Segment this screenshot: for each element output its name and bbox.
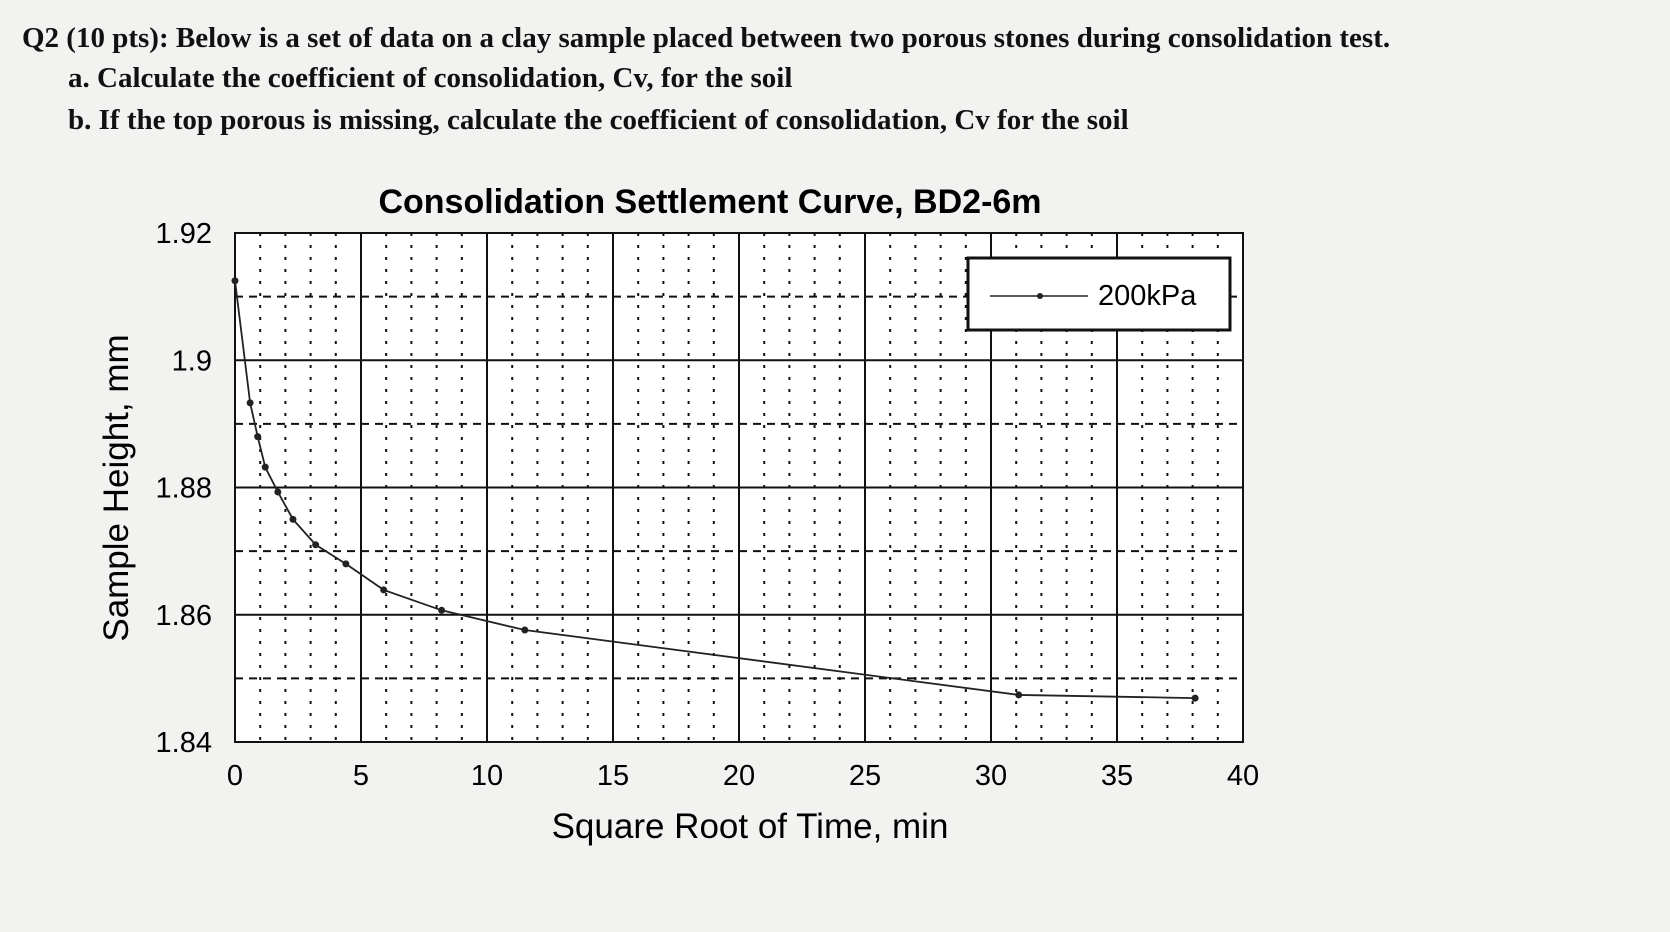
data-point [254, 433, 262, 441]
x-tick-label: 20 [723, 760, 755, 792]
x-tick-label: 0 [227, 760, 243, 792]
series-200kpa [231, 277, 1199, 702]
question-part-a: a. Calculate the coefficient of consolid… [68, 62, 793, 94]
x-tick-label: 5 [353, 760, 369, 792]
y-tick-label: 1.86 [156, 600, 212, 632]
data-point [231, 277, 239, 285]
x-axis-label: Square Root of Time, min [552, 807, 949, 846]
data-point [438, 606, 446, 614]
data-point [342, 560, 350, 568]
x-tick-label: 35 [1101, 760, 1133, 792]
y-ticks: 1.84 1.86 1.88 1.9 1.92 [156, 218, 212, 759]
y-tick-label: 1.92 [156, 218, 212, 250]
data-point [312, 541, 320, 549]
data-point [380, 586, 388, 594]
y-axis-label: Sample Height, mm [97, 334, 136, 641]
data-point [274, 488, 282, 496]
data-point [521, 626, 529, 634]
legend-label: 200kPa [1098, 280, 1197, 312]
x-tick-label: 30 [975, 760, 1007, 792]
data-point [1191, 694, 1199, 702]
question-part-b: b. If the top porous is missing, calcula… [68, 104, 1129, 136]
y-tick-label: 1.9 [172, 345, 212, 377]
x-tick-label: 10 [471, 760, 503, 792]
data-point [246, 399, 254, 407]
question-title: Q2 (10 pts): Below is a set of data on a… [22, 22, 1391, 54]
x-tick-label: 25 [849, 760, 881, 792]
data-point [261, 463, 269, 471]
x-tick-label: 15 [597, 760, 629, 792]
data-point [289, 515, 297, 523]
y-tick-label: 1.84 [156, 727, 212, 759]
x-tick-label: 40 [1227, 760, 1259, 792]
legend-marker [1037, 293, 1043, 299]
data-point [1015, 691, 1023, 699]
legend: 200kPa [966, 256, 1232, 332]
x-ticks: 0 5 10 15 20 25 30 35 40 [227, 760, 1259, 792]
chart-title: Consolidation Settlement Curve, BD2-6m [378, 183, 1041, 221]
y-tick-label: 1.88 [156, 473, 212, 505]
